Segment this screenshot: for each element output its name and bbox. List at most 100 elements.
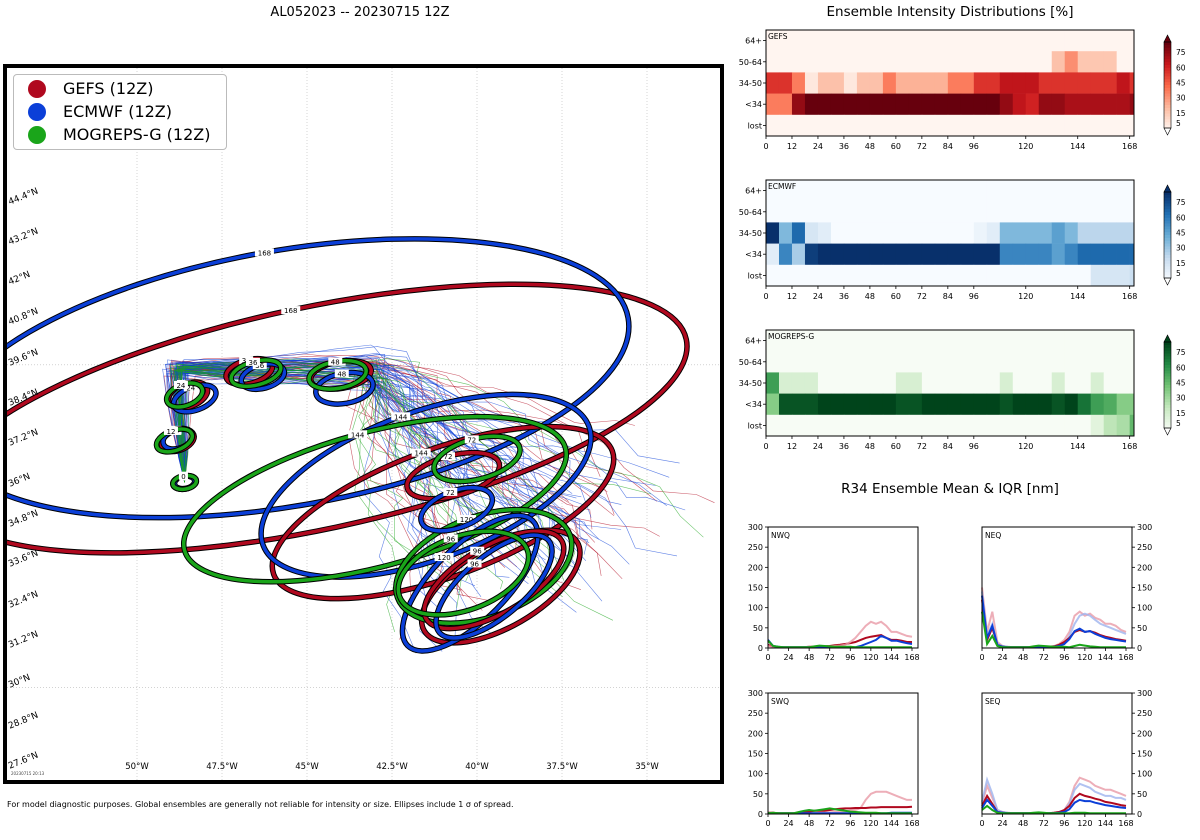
mogreps-marker-icon xyxy=(28,125,46,144)
colorbar-tick-label: 5 xyxy=(1176,119,1181,128)
colorbar-cell xyxy=(1164,367,1171,372)
heatmap-cell xyxy=(947,222,962,244)
r34-panel-seq: SEQ 0 24 48 72 96 120 144 168 0 50 100 150 200 250 300 xyxy=(979,689,1152,828)
heatmap-cell xyxy=(766,222,780,244)
heatmap-cell xyxy=(1129,243,1135,266)
heatmap-cell xyxy=(986,243,1001,266)
map-legend: GEFS (12Z) ECMWF (12Z) MOGREPS-G (12Z) xyxy=(13,74,227,150)
heatmap-cell xyxy=(830,393,845,416)
heatmap-cell xyxy=(1012,264,1027,287)
ellipse-label-bg xyxy=(457,515,477,524)
heatmap-cell xyxy=(1129,201,1135,223)
heatmap-cell xyxy=(1077,243,1092,266)
colorbar-cell xyxy=(1164,407,1171,412)
colorbar-cell xyxy=(1164,425,1171,429)
y-tick-label: 0 xyxy=(1137,810,1142,819)
colorbar-cell xyxy=(1164,217,1171,222)
heatmap-cell xyxy=(947,264,962,287)
ellipse-label-bg xyxy=(411,448,431,457)
heatmap-cell xyxy=(1090,201,1104,223)
colorbar-cell xyxy=(1164,344,1171,349)
heatmap-cell xyxy=(1012,93,1027,116)
y-tick-label: 200 xyxy=(1137,729,1152,738)
heatmap-cell xyxy=(830,414,845,437)
heatmap-cell xyxy=(986,264,1001,287)
heatmap-cell xyxy=(934,243,949,266)
colorbar-extend-min xyxy=(1163,127,1172,136)
colorbar-tick-label: 60 xyxy=(1176,63,1186,72)
heatmap-cell xyxy=(817,180,832,202)
r34-line-ecmwf-iqr xyxy=(981,776,1127,815)
x-tick-label: 96 xyxy=(1059,653,1069,662)
heatmap-cell xyxy=(856,201,871,223)
heatmap-cell xyxy=(817,30,832,52)
y-tick-label: 50 xyxy=(753,624,763,633)
heatmap-cell xyxy=(856,114,871,137)
heatmap-cell xyxy=(921,114,936,137)
heatmap-cell xyxy=(908,393,923,416)
heatmap-cell xyxy=(1051,114,1066,137)
longitude-label: 37.5°W xyxy=(546,762,578,772)
colorbar-cell xyxy=(1164,385,1171,389)
heatmap-cell xyxy=(1077,393,1092,416)
colorbar-cell xyxy=(1164,347,1171,351)
heatmap-cell xyxy=(973,201,988,223)
heatmap-cell xyxy=(895,264,910,287)
colorbar-cell xyxy=(1164,257,1171,262)
colorbar-cell xyxy=(1164,275,1171,279)
x-tick-label: 144 xyxy=(884,819,899,828)
colorbar-tick-label: 15 xyxy=(1176,259,1186,268)
heatmap-cell xyxy=(999,414,1014,437)
y-tick-label: 50 xyxy=(1137,790,1147,799)
heatmap-cell xyxy=(1051,264,1066,287)
heatmap-cell xyxy=(999,201,1014,223)
track-line-ecmwf xyxy=(182,365,476,587)
map-title: AL052023 -- 20230715 12Z xyxy=(270,5,450,20)
heatmap-cell xyxy=(895,351,910,373)
heatmap-cell xyxy=(1064,264,1079,287)
x-tick-label: 84 xyxy=(943,292,953,301)
heatmap-cell xyxy=(1038,414,1053,437)
legend-item-ecmwf: ECMWF (12Z) xyxy=(28,102,172,121)
heatmap-row-label: 64+ xyxy=(745,337,762,346)
heatmap-cell xyxy=(908,222,923,244)
gefs-marker-icon xyxy=(28,79,46,98)
longitude-label: 50°W xyxy=(125,762,149,772)
heatmap-cell xyxy=(856,93,871,116)
heatmap-cell xyxy=(791,372,806,394)
colorbar-cell xyxy=(1164,266,1171,270)
r34-panel-nwq: NWQ 0 24 48 72 96 120 144 168 0 50 100 150 200 250 300 xyxy=(748,523,920,662)
colorbar-cell xyxy=(1164,67,1171,72)
heatmap-cell xyxy=(766,93,780,116)
heatmap-cell xyxy=(830,114,845,137)
heatmap-cell xyxy=(986,222,1001,244)
colorbar-cell xyxy=(1164,263,1171,267)
heatmap-cell xyxy=(882,72,897,94)
y-tick-label: 150 xyxy=(748,584,763,593)
colorbar-cell xyxy=(1164,122,1171,126)
heatmap-cell xyxy=(869,414,884,437)
heatmap-cell xyxy=(817,222,832,244)
heatmap-cell xyxy=(895,51,910,73)
colorbar-cell xyxy=(1164,59,1171,63)
heatmap-cell xyxy=(1012,243,1027,266)
colorbar-cell xyxy=(1164,79,1171,83)
colorbar-cell xyxy=(1164,85,1171,89)
r34-line-ecmwf-iqr xyxy=(981,591,1127,649)
x-tick-label: 48 xyxy=(865,442,875,451)
heatmap-cell xyxy=(1116,114,1130,137)
colorbar-cell xyxy=(1164,56,1171,60)
y-tick-label: 0 xyxy=(758,810,763,819)
heatmap-cell xyxy=(791,72,806,94)
heatmap-cell xyxy=(1103,201,1117,223)
y-tick-label: 100 xyxy=(1137,770,1152,779)
heatmap-cell xyxy=(869,372,884,394)
colorbar-cell xyxy=(1164,396,1171,400)
colorbar-extend-max xyxy=(1163,34,1172,43)
heatmap-cell xyxy=(1064,51,1079,73)
legend-label: GEFS (12Z) xyxy=(63,79,154,98)
colorbar-cell xyxy=(1164,90,1171,94)
heatmap-cell xyxy=(1051,393,1066,416)
heatmap-row-label: 64+ xyxy=(745,37,762,46)
heatmap-cell xyxy=(1012,372,1027,394)
